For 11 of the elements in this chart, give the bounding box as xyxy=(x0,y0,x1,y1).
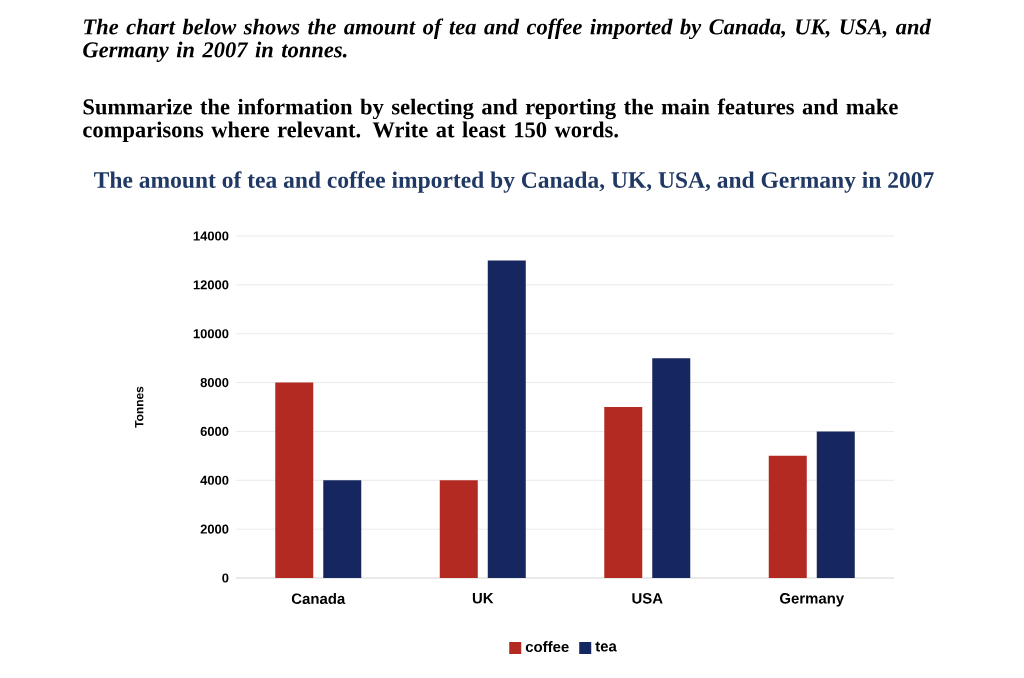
bar xyxy=(768,455,807,578)
chart-title: The amount of tea and coffee imported by Canada, UK, USA, and Germany in 2007 xyxy=(94,171,934,193)
bar xyxy=(652,358,691,578)
bar xyxy=(816,431,855,578)
bar xyxy=(323,480,362,578)
text: Summarize the information by selecting and reporting the main features and make comparisons where relevant. Write at least 150 words. xyxy=(83,98,898,142)
bar xyxy=(275,382,314,578)
bar xyxy=(439,480,478,578)
bar xyxy=(604,407,643,578)
text: The chart below shows the amount of tea and coffee imported by Canada, UK, USA, and Germany in 2007 in tonnes. xyxy=(83,18,932,63)
bar xyxy=(487,260,526,578)
